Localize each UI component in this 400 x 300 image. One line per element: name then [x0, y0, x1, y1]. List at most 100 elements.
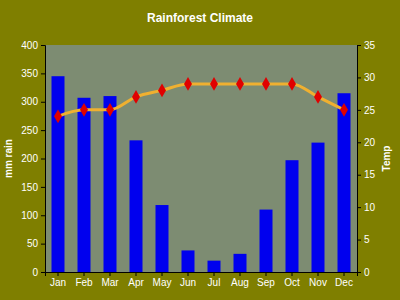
tick: Oct: [284, 272, 300, 288]
marker: [210, 77, 218, 91]
tick-label: 15: [364, 169, 376, 180]
tick-label: 150: [21, 182, 38, 193]
bar: [104, 96, 117, 272]
title: Rainforest Climate: [147, 11, 253, 25]
tick-label: 350: [21, 68, 38, 79]
y-axis-title: mm rain: [3, 139, 14, 178]
tick-mark: [214, 272, 215, 276]
y2-axis-title: Temp: [381, 146, 392, 172]
tick-label: Apr: [128, 277, 144, 288]
tick-label: 25: [364, 105, 376, 116]
tick-mark: [84, 272, 85, 276]
tick-label: 50: [27, 238, 39, 249]
tick: Jan: [50, 272, 66, 288]
tick-mark: [41, 244, 45, 245]
tick-label: 5: [364, 234, 370, 245]
tick-label: 400: [21, 40, 38, 51]
tick: Aug: [231, 272, 249, 288]
tick: 200: [21, 153, 45, 164]
tick-label: 10: [364, 202, 376, 213]
axis-line: [46, 273, 358, 277]
tick: Sep: [257, 272, 275, 288]
tick: 350: [21, 68, 45, 79]
tick: 0: [357, 267, 370, 278]
tick: 400: [21, 40, 45, 51]
marker: [184, 77, 192, 91]
tick-label: 20: [364, 137, 376, 148]
tick-label: Jul: [208, 277, 221, 288]
marker: [80, 103, 88, 117]
bar: [208, 261, 221, 272]
tick-label: 35: [364, 40, 376, 51]
background: [0, 0, 400, 300]
tick: Mar: [101, 272, 119, 288]
tick: 25: [357, 105, 376, 116]
bar: [260, 210, 273, 272]
x-axis: Jan Feb Mar Apr May Jun Jul Aug Sep Oct Nov Dec: [46, 272, 358, 288]
tick-mark: [292, 272, 293, 276]
marker: [106, 103, 114, 117]
bar: [234, 254, 247, 272]
tick-label: May: [153, 277, 172, 288]
tick-mark: [357, 175, 361, 176]
tick-mark: [110, 272, 111, 276]
bar: [338, 93, 351, 272]
tick-mark: [357, 272, 361, 273]
tick: 250: [21, 125, 45, 136]
tick-mark: [41, 272, 45, 273]
bar: [312, 143, 325, 272]
tick-label: Dec: [335, 277, 353, 288]
tick: May: [153, 272, 172, 288]
tick-mark: [162, 272, 163, 276]
line: [58, 84, 344, 116]
tick-mark: [318, 272, 319, 276]
tick-mark: [188, 272, 189, 276]
tick-mark: [357, 77, 361, 78]
tick-mark: [58, 272, 59, 276]
tick-mark: [41, 130, 45, 131]
tick-mark: [357, 207, 361, 208]
tick-label: Jun: [180, 277, 196, 288]
tick-label: Oct: [284, 277, 300, 288]
tick: Jun: [180, 272, 196, 288]
tick-label: Nov: [309, 277, 327, 288]
tick-mark: [357, 110, 361, 111]
bar: [78, 98, 91, 272]
tick-label: Aug: [231, 277, 249, 288]
tick: Feb: [75, 272, 93, 288]
tick: 100: [21, 210, 45, 221]
marker: [132, 90, 140, 104]
bar: [156, 205, 169, 272]
marker: [262, 77, 270, 91]
tick-mark: [41, 102, 45, 103]
tick-mark: [41, 73, 45, 74]
tick: 10: [357, 202, 376, 213]
tick-label: 200: [21, 153, 38, 164]
tick-mark: [41, 45, 45, 46]
bar: [130, 140, 143, 272]
tick-label: 0: [364, 267, 370, 278]
marker: [158, 83, 166, 97]
tick: Nov: [309, 272, 327, 288]
tick: Dec: [335, 272, 353, 288]
tick-mark: [357, 240, 361, 241]
tick-mark: [344, 272, 345, 276]
y-axis: 050100150200250300350400: [21, 40, 45, 278]
tick: 20: [357, 137, 376, 148]
marker: [54, 109, 62, 123]
tick-mark: [41, 215, 45, 216]
tick-label: 250: [21, 125, 38, 136]
axis-line: [358, 46, 362, 273]
tick: 0: [32, 267, 45, 278]
tick-mark: [240, 272, 241, 276]
bar: [182, 250, 195, 272]
tick: 35: [357, 40, 376, 51]
bar: [52, 76, 65, 272]
tick-mark: [136, 272, 137, 276]
y2-axis: 0 5 10 15 20 25 30 35: [357, 40, 376, 278]
tick-label: 30: [364, 72, 376, 83]
tick-mark: [357, 45, 361, 46]
tick-label: Mar: [101, 277, 119, 288]
tick-label: Sep: [257, 277, 275, 288]
marker: [340, 103, 348, 117]
